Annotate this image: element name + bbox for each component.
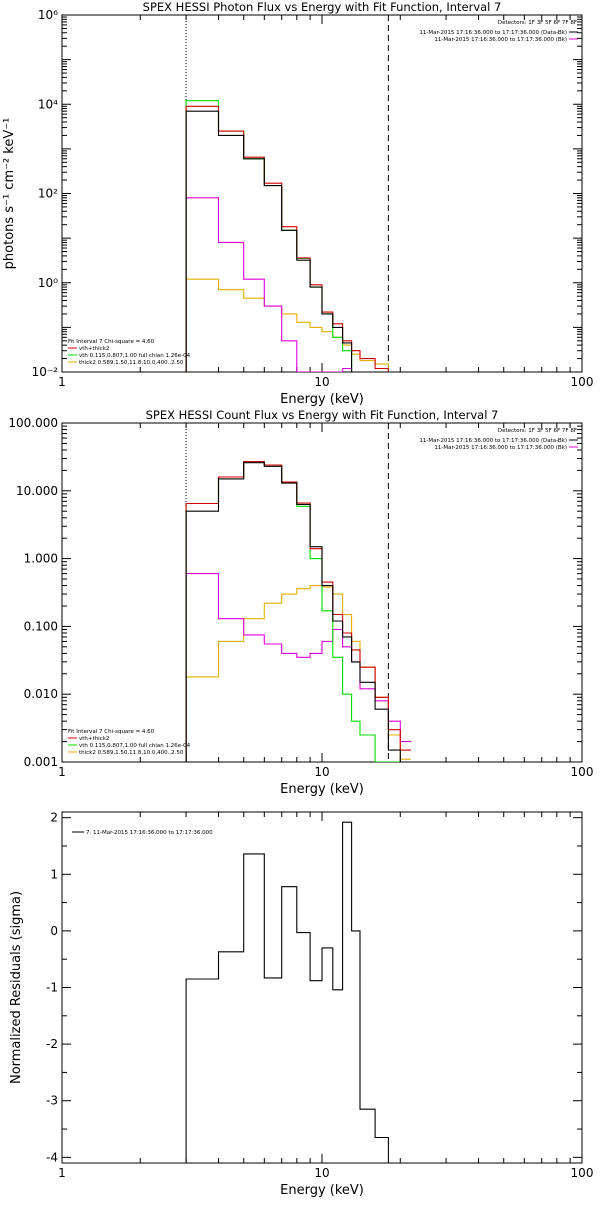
photon-series-power_law <box>185 197 411 372</box>
photon-time-legend-label: 11-Mar-2015 17:16:36.000 to 17:17:36.000… <box>419 30 567 36</box>
photon-y-tick-label: 10⁻² <box>32 365 59 379</box>
resid-panel: 1 10 100 -4 -3 -2 -1 0 1 2 Energy (keV) Normalized … <box>9 811 593 1198</box>
photon-series-thermal <box>185 100 411 372</box>
count-fit-legend-label: thick2 0.589,1.50,11.8,10.0,400.,2.50 <box>79 750 184 756</box>
count-x-tick-label: 1 <box>58 765 66 779</box>
photon-fit-legend-label: thick2 0.589,1.50,11.8,10.0,400.,2.50 <box>79 360 184 366</box>
resid-x-tick-label: 100 <box>571 1166 594 1180</box>
photon-series-total <box>185 105 411 372</box>
count-time-legend-label: 11-Mar-2015 17:16:36.000 to 17:17:36.000… <box>419 438 567 444</box>
photon-plot-frame <box>61 14 583 373</box>
count-y-tick-label: 100.000 <box>8 416 58 430</box>
count-y-tick-label: 0.001 <box>24 755 58 769</box>
count-x-tick-label: 100 <box>571 765 594 779</box>
photon-y-tick-label: 10⁴ <box>38 97 58 111</box>
count-detectors-label: Detectors: 1F 3F 5F 6F 7F 8F <box>498 428 577 434</box>
photon-x-axis-label: Energy (keV) <box>280 392 364 407</box>
count-title: SPEX HESSI Count Flux vs Energy with Fit… <box>146 408 499 422</box>
photon-x-tick-label: 100 <box>571 375 594 389</box>
count-fit-legend-label: Fit Interval 7 Chi-square = 4.60 <box>68 729 155 735</box>
resid-y-tick-label: 2 <box>50 811 58 825</box>
count-fit-legend-label: vth+thick2 <box>79 736 109 742</box>
photon-y-tick-label: 10⁰ <box>38 276 58 290</box>
resid-y-tick-label: 1 <box>50 867 58 881</box>
photon-fit-legend-label: Fit Interval 7 Chi-square = 4.60 <box>68 339 155 345</box>
resid-y-tick-label: -3 <box>46 1094 58 1108</box>
photon-panel: SPEX HESSI Photon Flux vs Energy with Fi… <box>2 0 593 407</box>
resid-x-tick-label: 10 <box>314 1166 329 1180</box>
photon-title: SPEX HESSI Photon Flux vs Energy with Fi… <box>143 0 502 14</box>
photon-y-tick-label: 10² <box>38 187 58 201</box>
photon-y-tick-label: 10⁶ <box>38 8 58 22</box>
resid-x-tick-label: 1 <box>58 1166 66 1180</box>
resid-y-tick-label: 0 <box>50 924 58 938</box>
resid-y-tick-label: -4 <box>46 1150 58 1164</box>
photon-x-tick-label: 1 <box>58 375 66 389</box>
count-time-legend-label: 11-Mar-2015 17:16:36.000 to 17:17:36.000… <box>434 445 567 451</box>
count-x-axis-label: Energy (keV) <box>280 782 364 797</box>
resid-y-tick-label: -1 <box>46 981 58 995</box>
count-y-tick-label: 0.100 <box>24 619 58 633</box>
count-series-power_law <box>185 573 411 762</box>
count-fit-legend-label: vth 0.115,0.807,1.00 full chian 1.26e-04 <box>79 743 191 749</box>
resid-y-tick-label: -2 <box>46 1037 58 1051</box>
photon-series-thick_target <box>185 278 411 372</box>
count-y-tick-label: 10.000 <box>16 484 58 498</box>
photon-fit-legend-label: vth+thick2 <box>79 346 109 352</box>
resid-plot-frame <box>61 811 583 1164</box>
count-x-tick-label: 10 <box>314 765 329 779</box>
resid-x-axis-label: Energy (keV) <box>280 1183 364 1198</box>
photon-x-tick-label: 10 <box>314 375 329 389</box>
photon-time-legend-label: 11-Mar-2015 17:16:36.000 to 17:17:36.000… <box>434 37 567 43</box>
count-series-thermal <box>185 461 411 762</box>
count-y-tick-label: 1.000 <box>24 552 58 566</box>
count-series-thick_target <box>185 585 411 762</box>
resid-y-axis-label: Normalized Residuals (sigma) <box>9 891 24 1084</box>
photon-series-data <box>185 110 411 372</box>
count-panel: SPEX HESSI Count Flux vs Energy with Fit… <box>8 408 593 797</box>
resid-time-legend-label: 7. 11-Mar-2015 17:16:36.000 to 17:17:36.… <box>86 830 213 836</box>
photon-y-axis-label: photons s⁻¹ cm⁻² keV⁻¹ <box>2 118 17 270</box>
resid-series-residuals <box>185 821 389 1163</box>
photon-detectors-label: Detectors: 1F 3F 5F 6F 7F 8F <box>498 20 577 26</box>
count-y-tick-label: 0.010 <box>24 687 58 701</box>
photon-fit-legend-label: vth 0.115,0.807,1.00 full chian 1.26e-04 <box>79 353 191 359</box>
count-series-data <box>185 462 411 762</box>
